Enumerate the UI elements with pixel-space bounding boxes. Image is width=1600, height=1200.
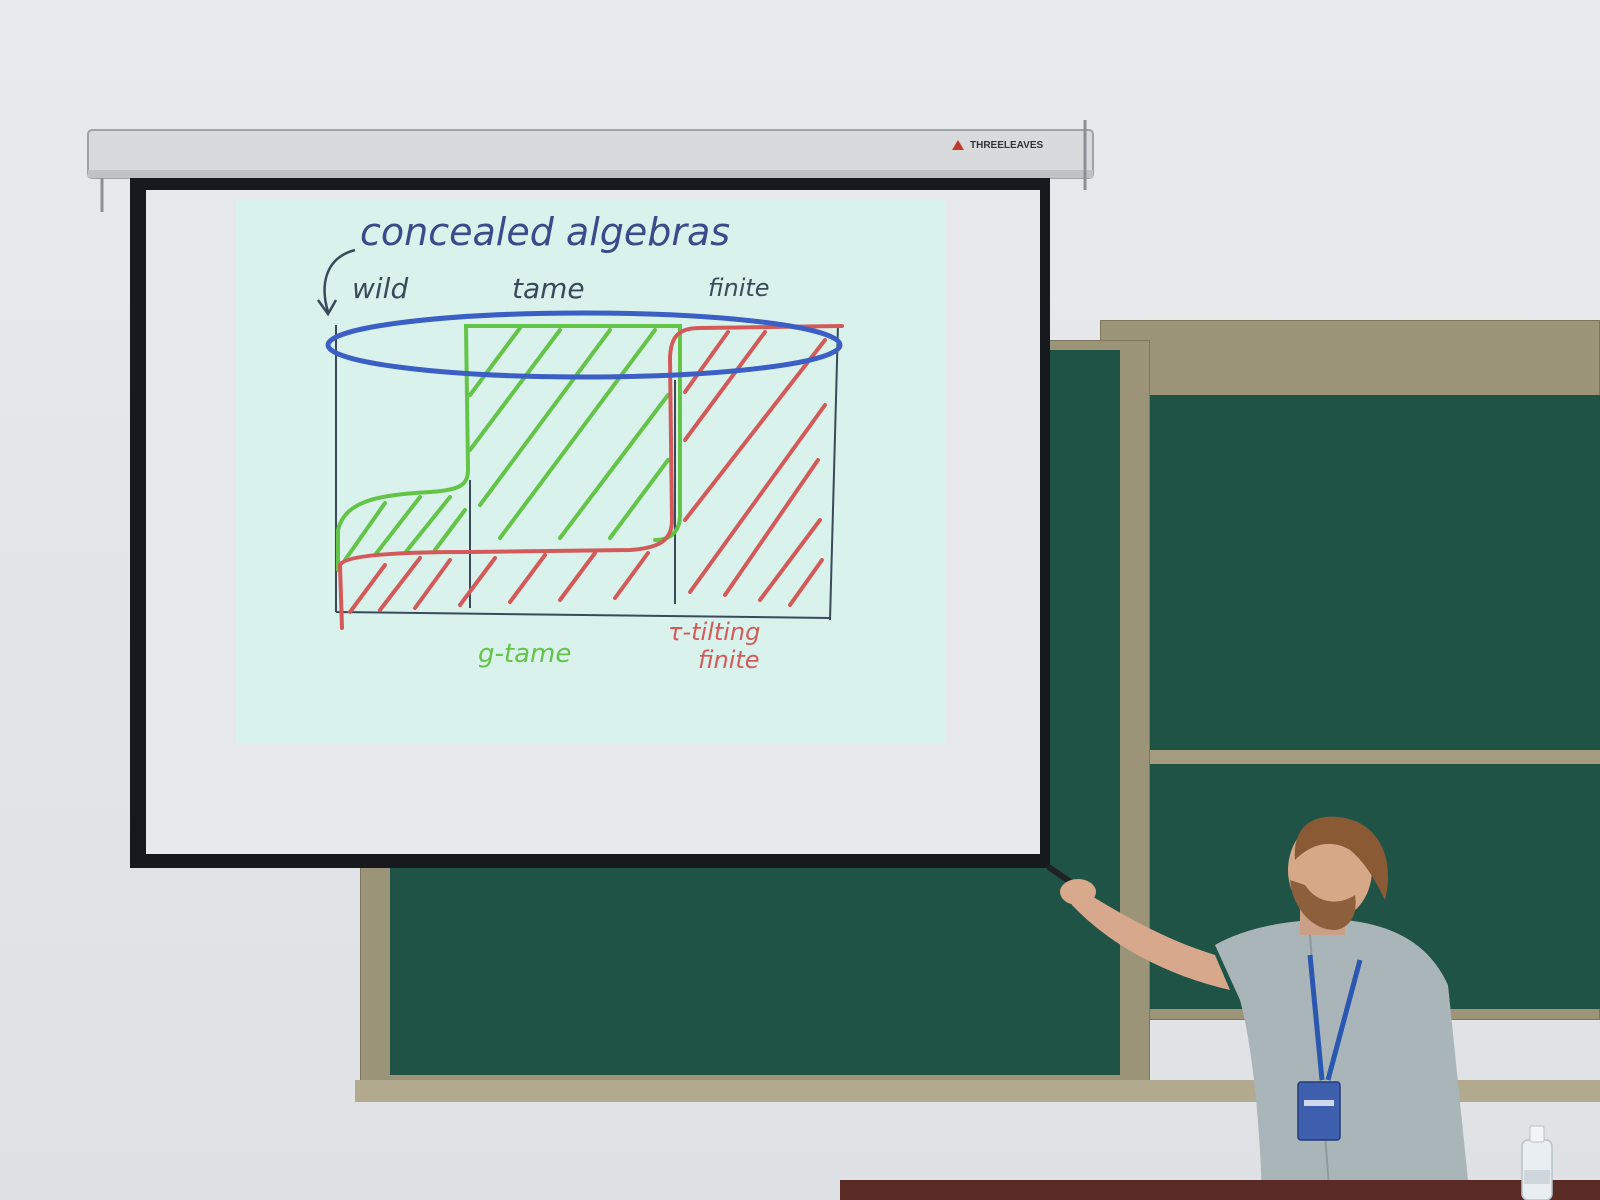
slide-background xyxy=(236,200,946,744)
presenter xyxy=(1047,816,1470,1200)
projector-brand: THREELEAVES xyxy=(970,140,1043,151)
presenter-hair xyxy=(1294,816,1389,900)
brand-logo-icon xyxy=(952,140,964,150)
tau-tilting-finite-region xyxy=(337,324,844,630)
label-g-tame: g-tame xyxy=(478,639,571,669)
water-bottle xyxy=(1521,1125,1553,1200)
arrow-to-wild xyxy=(323,248,356,313)
slide: concealed algebras wild tame finite xyxy=(236,200,946,744)
presenter-beard xyxy=(1290,880,1356,930)
lanyard xyxy=(1307,954,1363,1081)
g-tame-region xyxy=(336,324,682,572)
right-chalkboard-upper xyxy=(1143,395,1600,750)
label-wild: wild xyxy=(352,272,408,305)
right-chalkboard-divider xyxy=(1143,750,1600,764)
label-finite: finite xyxy=(708,274,770,302)
slide-title: concealed algebras xyxy=(360,210,730,254)
label-finite-red: finite xyxy=(698,646,760,674)
lectern-table-edge xyxy=(840,1180,1600,1200)
diagram-frame xyxy=(335,324,839,621)
name-badge-icon xyxy=(1297,1081,1341,1141)
label-tame: tame xyxy=(512,272,585,305)
concealed-ellipse xyxy=(325,310,843,380)
presenter-shirt xyxy=(1215,919,1470,1200)
presenter-arm xyxy=(1068,882,1230,990)
presenter-hand xyxy=(1060,879,1096,905)
label-tau-tilting: τ-tilting xyxy=(668,618,760,646)
